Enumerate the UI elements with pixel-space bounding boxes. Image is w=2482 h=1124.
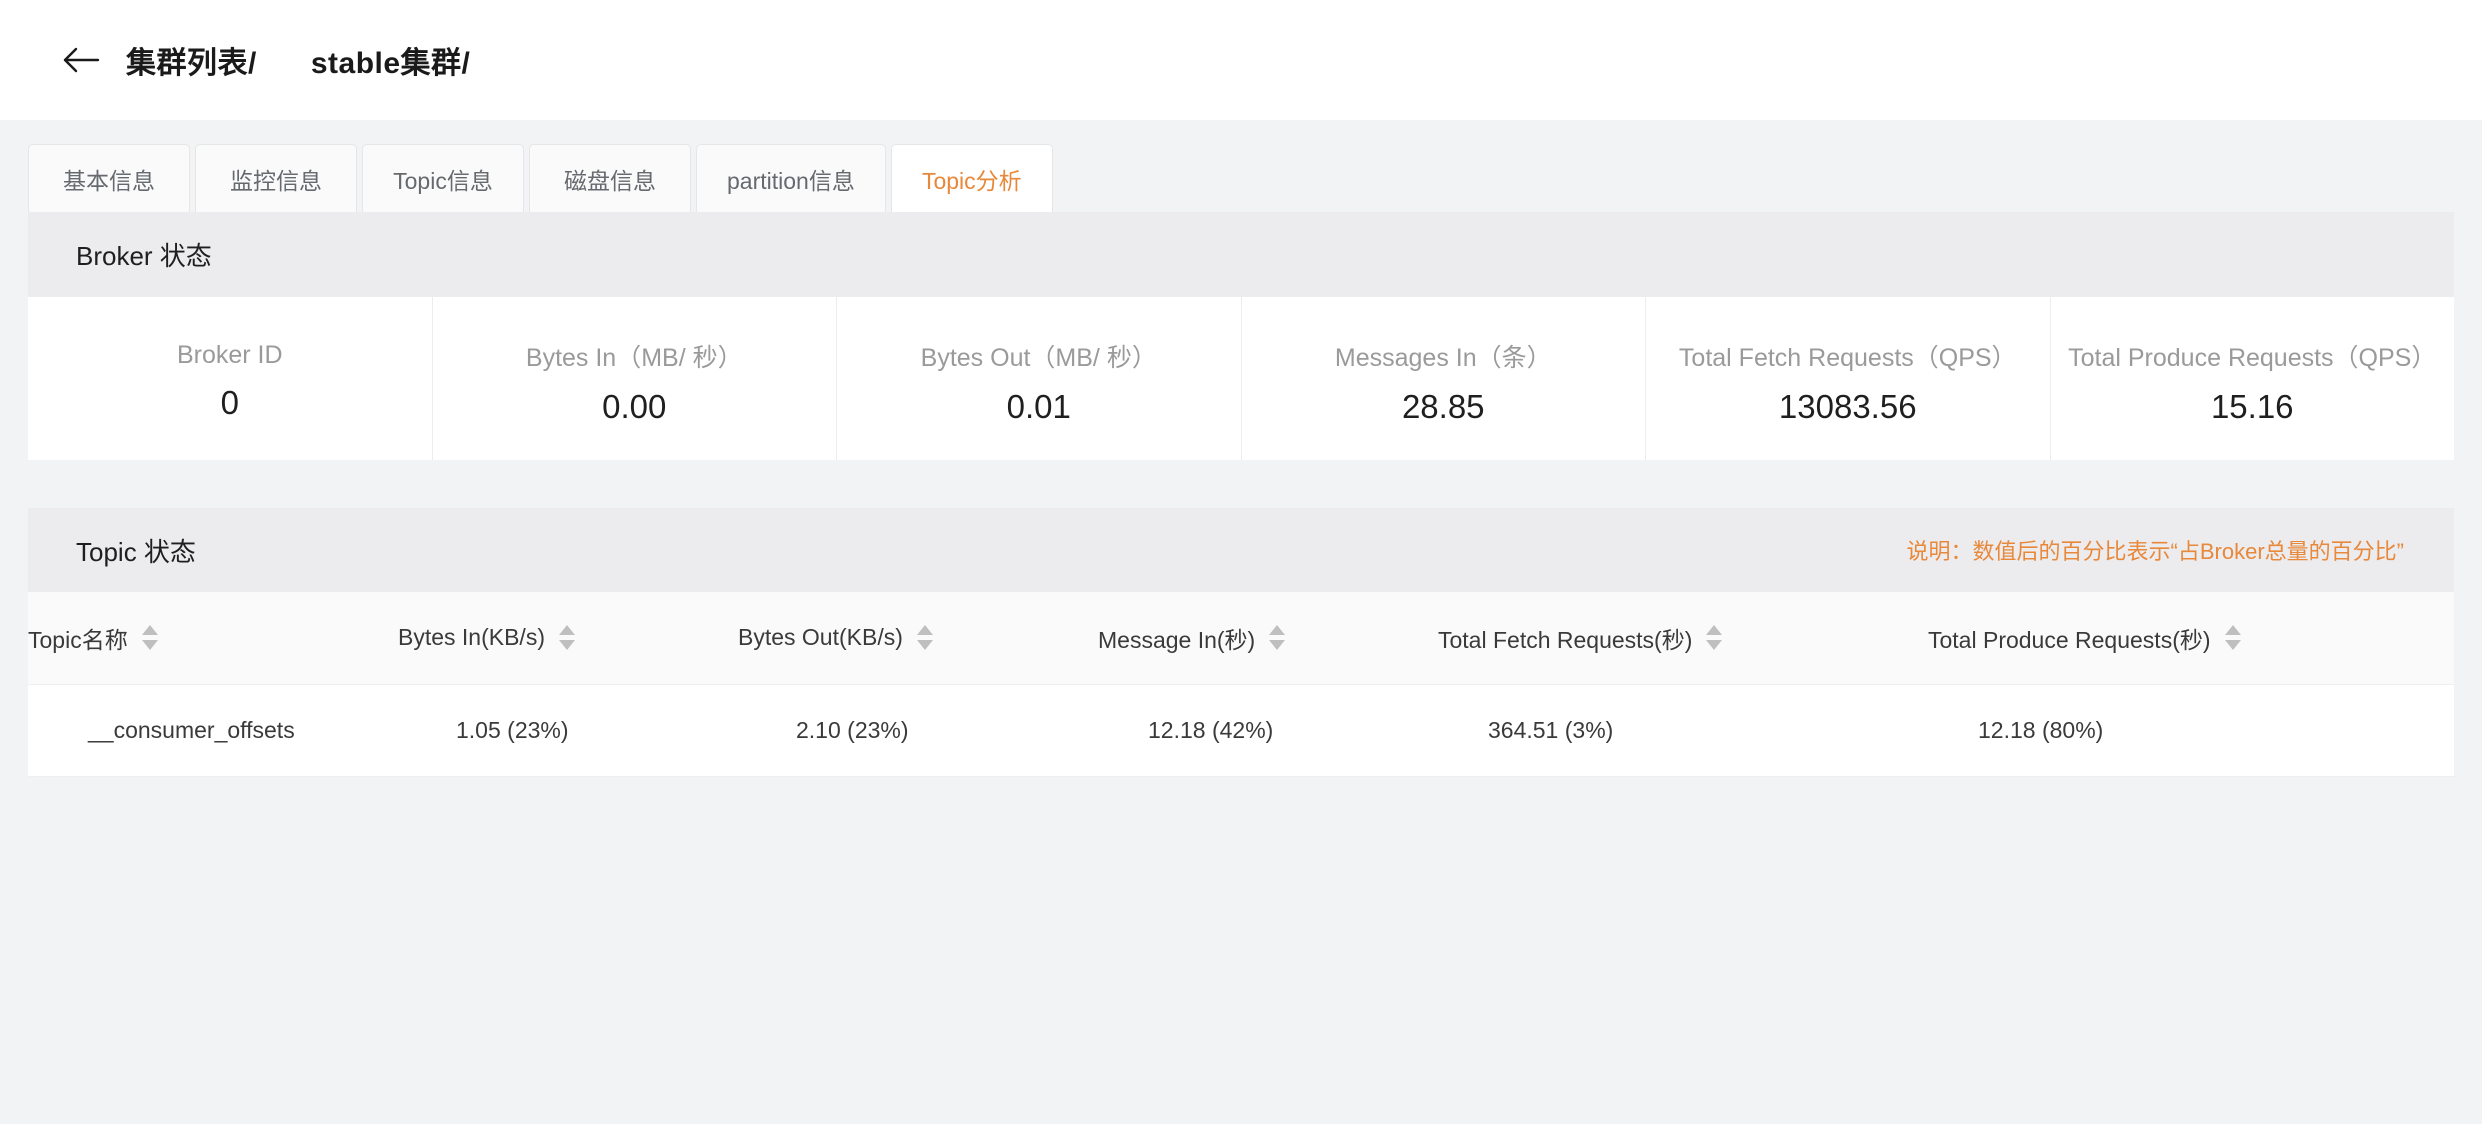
caret-up-icon	[141, 625, 158, 636]
column-label: Message In(秒)	[1098, 626, 1256, 653]
cell-topic-name: __consumer_offsets	[28, 684, 398, 777]
topic-status-panel: Topic 状态 说明：数值后的百分比表示“占Broker总量的百分比” Top…	[28, 508, 2454, 777]
stat-value: 0.00	[602, 387, 667, 425]
sort-toggle-icon[interactable]	[141, 625, 158, 651]
topic-status-title: Topic 状态	[76, 536, 196, 567]
tab-label: partition信息	[727, 167, 855, 194]
column-header-total-produce-requests[interactable]: Total Produce Requests(秒)	[1928, 592, 2454, 685]
caret-up-icon	[1269, 625, 1286, 636]
broker-status-panel: Broker 状态 Broker ID 0 Bytes In（MB/ 秒） 0.…	[28, 212, 2454, 460]
tab-topic-analysis[interactable]: Topic分析	[890, 144, 1053, 212]
tab-label: Topic分析	[921, 167, 1022, 194]
tab-label: 基本信息	[63, 167, 155, 194]
stat-label: Total Produce Requests（QPS）	[2068, 343, 2437, 372]
page-header: 集群列表/ stable集群/	[0, 0, 2482, 120]
tab-label: 监控信息	[230, 167, 322, 194]
column-header-total-fetch-requests[interactable]: Total Fetch Requests(秒)	[1438, 592, 1928, 685]
tab-strip: 基本信息 监控信息 Topic信息 磁盘信息 partition信息 Topic…	[0, 120, 2482, 212]
table-header: Topic名称 Bytes In(KB/s)	[28, 592, 2454, 685]
back-arrow-icon[interactable]	[58, 37, 104, 83]
caret-up-icon	[2224, 625, 2241, 636]
caret-up-icon	[1706, 625, 1723, 636]
column-label: Bytes In(KB/s)	[398, 624, 545, 651]
breadcrumb-item-current-cluster: stable集群/	[310, 46, 471, 80]
caret-down-icon	[141, 640, 158, 651]
stat-value: 13083.56	[1778, 387, 1917, 425]
column-header-bytes-in[interactable]: Bytes In(KB/s)	[398, 592, 738, 685]
sort-toggle-icon[interactable]	[1706, 625, 1723, 651]
caret-up-icon	[916, 625, 933, 636]
caret-up-icon	[558, 625, 575, 636]
caret-down-icon	[916, 640, 933, 651]
stat-card-broker-id: Broker ID 0	[28, 297, 433, 460]
caret-down-icon	[558, 640, 575, 651]
tab-partition-info[interactable]: partition信息	[696, 144, 886, 212]
cell-bytes-in: 1.05 (23%)	[398, 684, 738, 777]
stat-card-bytes-out: Bytes Out（MB/ 秒） 0.01	[837, 297, 1242, 460]
tab-label: Topic信息	[393, 167, 493, 194]
column-label: Topic名称	[28, 626, 128, 653]
sort-toggle-icon[interactable]	[2224, 625, 2241, 651]
stat-label: Bytes Out（MB/ 秒）	[920, 343, 1157, 372]
table-body: __consumer_offsets 1.05 (23%) 2.10 (23%)…	[28, 684, 2454, 777]
column-header-bytes-out[interactable]: Bytes Out(KB/s)	[738, 592, 1098, 685]
caret-down-icon	[2224, 640, 2241, 651]
cell-bytes-out: 2.10 (23%)	[738, 684, 1098, 777]
broker-stat-row: Broker ID 0 Bytes In（MB/ 秒） 0.00 Bytes O…	[28, 296, 2454, 460]
stat-label: Broker ID	[176, 341, 283, 369]
stat-value: 15.16	[2210, 387, 2294, 425]
topic-status-header: Topic 状态 说明：数值后的百分比表示“占Broker总量的百分比”	[28, 508, 2454, 592]
stat-label: Bytes In（MB/ 秒）	[525, 343, 743, 372]
stat-card-messages-in: Messages In（条） 28.85	[1242, 297, 1646, 460]
tab-topic-info[interactable]: Topic信息	[362, 144, 524, 212]
column-header-topic-name[interactable]: Topic名称	[28, 592, 398, 685]
topic-status-table: Topic名称 Bytes In(KB/s)	[28, 592, 2454, 777]
breadcrumb: 集群列表/ stable集群/	[126, 38, 470, 82]
table-row[interactable]: __consumer_offsets 1.05 (23%) 2.10 (23%)…	[28, 684, 2454, 777]
column-label: Total Produce Requests(秒)	[1928, 626, 2211, 653]
sort-toggle-icon[interactable]	[1269, 625, 1286, 651]
column-label: Total Fetch Requests(秒)	[1438, 626, 1693, 653]
stat-card-total-fetch-requests: Total Fetch Requests（QPS） 13083.56	[1646, 297, 2051, 460]
cell-message-in: 12.18 (42%)	[1098, 684, 1438, 777]
stat-card-total-produce-requests: Total Produce Requests（QPS） 15.16	[2051, 297, 2455, 460]
stat-value: 0	[220, 384, 239, 421]
cell-total-fetch-requests: 364.51 (3%)	[1438, 684, 1928, 777]
tab-monitor-info[interactable]: 监控信息	[195, 144, 357, 212]
caret-down-icon	[1706, 640, 1723, 651]
stat-value: 28.85	[1401, 387, 1485, 425]
cell-total-produce-requests: 12.18 (80%)	[1928, 684, 2454, 777]
stat-label: Messages In（条）	[1334, 343, 1552, 372]
sort-toggle-icon[interactable]	[916, 625, 933, 651]
column-header-message-in[interactable]: Message In(秒)	[1098, 592, 1438, 685]
stat-label: Total Fetch Requests（QPS）	[1678, 343, 2017, 372]
column-label: Bytes Out(KB/s)	[738, 624, 903, 651]
table-header-row: Topic名称 Bytes In(KB/s)	[28, 592, 2454, 685]
tab-disk-info[interactable]: 磁盘信息	[529, 144, 691, 212]
stat-card-bytes-in: Bytes In（MB/ 秒） 0.00	[433, 297, 837, 460]
broker-status-title: Broker 状态	[76, 240, 212, 271]
breadcrumb-item-cluster-list[interactable]: 集群列表/	[126, 46, 257, 80]
caret-down-icon	[1269, 640, 1286, 651]
stat-value: 0.01	[1006, 387, 1071, 425]
broker-status-header: Broker 状态	[28, 212, 2454, 296]
sort-toggle-icon[interactable]	[558, 625, 575, 651]
tab-basic-info[interactable]: 基本信息	[28, 144, 190, 212]
topic-status-note: 说明：数值后的百分比表示“占Broker总量的百分比”	[1906, 539, 2404, 564]
tab-label: 磁盘信息	[564, 167, 656, 194]
